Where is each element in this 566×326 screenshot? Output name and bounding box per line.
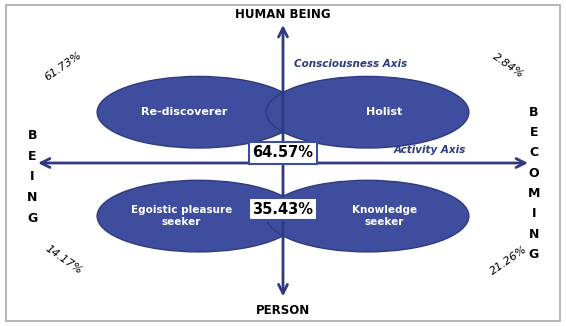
- Text: Consciousness Axis: Consciousness Axis: [294, 59, 408, 69]
- Text: 35.43%: 35.43%: [252, 202, 314, 217]
- FancyBboxPatch shape: [6, 5, 560, 321]
- Text: 64.57%: 64.57%: [252, 145, 314, 160]
- Text: PERSON: PERSON: [256, 304, 310, 317]
- Text: Knowledge
seeker: Knowledge seeker: [352, 205, 417, 227]
- Text: I: I: [531, 207, 536, 220]
- Text: N: N: [529, 228, 539, 241]
- Text: I: I: [30, 170, 35, 183]
- Text: M: M: [528, 187, 540, 200]
- Text: E: E: [28, 150, 37, 163]
- Text: 14.17%: 14.17%: [43, 244, 84, 276]
- Text: Re-discoverer: Re-discoverer: [142, 107, 228, 117]
- Text: Activity Axis: Activity Axis: [393, 145, 466, 155]
- Text: B: B: [529, 106, 538, 119]
- Text: HUMAN BEING: HUMAN BEING: [235, 8, 331, 21]
- Text: G: G: [529, 248, 539, 261]
- Ellipse shape: [266, 76, 469, 148]
- Text: Holist: Holist: [366, 107, 402, 117]
- Ellipse shape: [266, 180, 469, 252]
- Text: 21.26%: 21.26%: [488, 244, 529, 276]
- Ellipse shape: [97, 180, 300, 252]
- Text: B: B: [28, 129, 37, 142]
- Text: O: O: [528, 167, 539, 180]
- Text: G: G: [27, 212, 37, 225]
- Text: Egoistic pleasure
seeker: Egoistic pleasure seeker: [131, 205, 232, 227]
- Text: E: E: [529, 126, 538, 139]
- Text: 61.73%: 61.73%: [43, 50, 84, 82]
- Text: C: C: [529, 146, 538, 159]
- Text: N: N: [27, 191, 37, 204]
- Text: 2.84%: 2.84%: [491, 52, 526, 80]
- Ellipse shape: [97, 76, 300, 148]
